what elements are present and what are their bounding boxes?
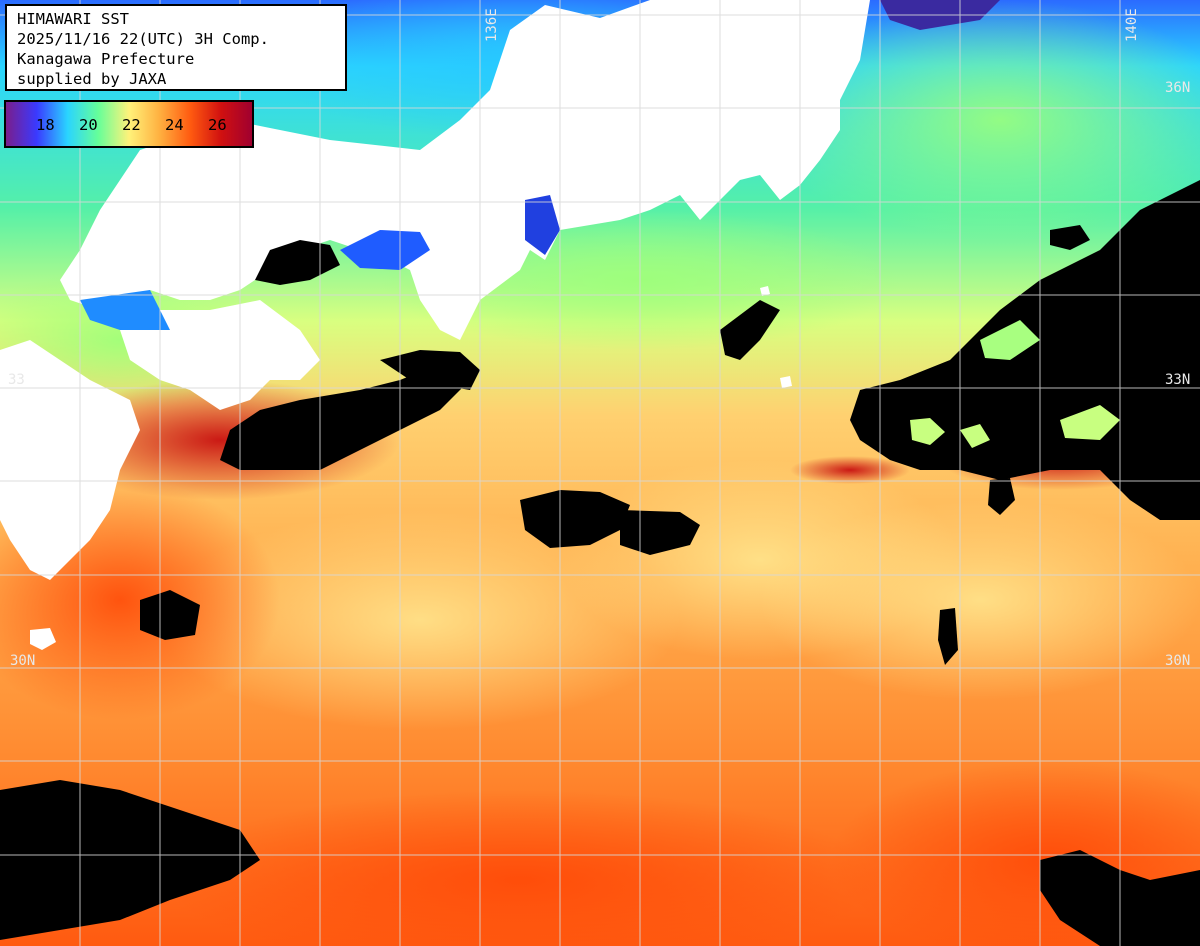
lat-label-30n-west: 30N (10, 653, 36, 669)
lon-label-136e: 136E (484, 8, 500, 42)
cloud-gap-water (910, 320, 1120, 448)
lat-label-36n: 36N (1165, 80, 1191, 96)
shikoku (120, 300, 320, 410)
info-datetime: 2025/11/16 22(UTC) 3H Comp. (17, 30, 269, 48)
lat-label-33n-west: 33 (8, 372, 25, 388)
kyushu (0, 340, 140, 580)
lat-label-33n: 33N (1165, 372, 1191, 388)
lon-label-140e: 140E (1124, 8, 1140, 42)
legend-label-20: 20 (79, 116, 98, 134)
info-supplier: supplied by JAXA (17, 70, 167, 88)
cloud-center (520, 490, 630, 548)
small-island-2 (760, 286, 770, 296)
info-title: HIMAWARI SST (17, 10, 129, 28)
tanegashima (30, 628, 56, 650)
info-box: HIMAWARI SST 2025/11/16 22(UTC) 3H Comp.… (5, 4, 347, 91)
info-prefecture: Kanagawa Prefecture (17, 50, 195, 68)
land-masses (0, 0, 870, 650)
cloud-southwest (0, 780, 260, 940)
small-island-1 (780, 376, 792, 388)
legend-label-22: 22 (122, 116, 141, 134)
legend-label-24: 24 (165, 116, 184, 134)
legend-label-26: 26 (208, 116, 227, 134)
coastal-cold-water (80, 0, 1000, 330)
legend-label-18: 18 (36, 116, 55, 134)
honshu (60, 0, 870, 340)
temperature-legend: 18 20 22 24 26 (4, 100, 254, 148)
lat-label-30n: 30N (1165, 653, 1191, 669)
